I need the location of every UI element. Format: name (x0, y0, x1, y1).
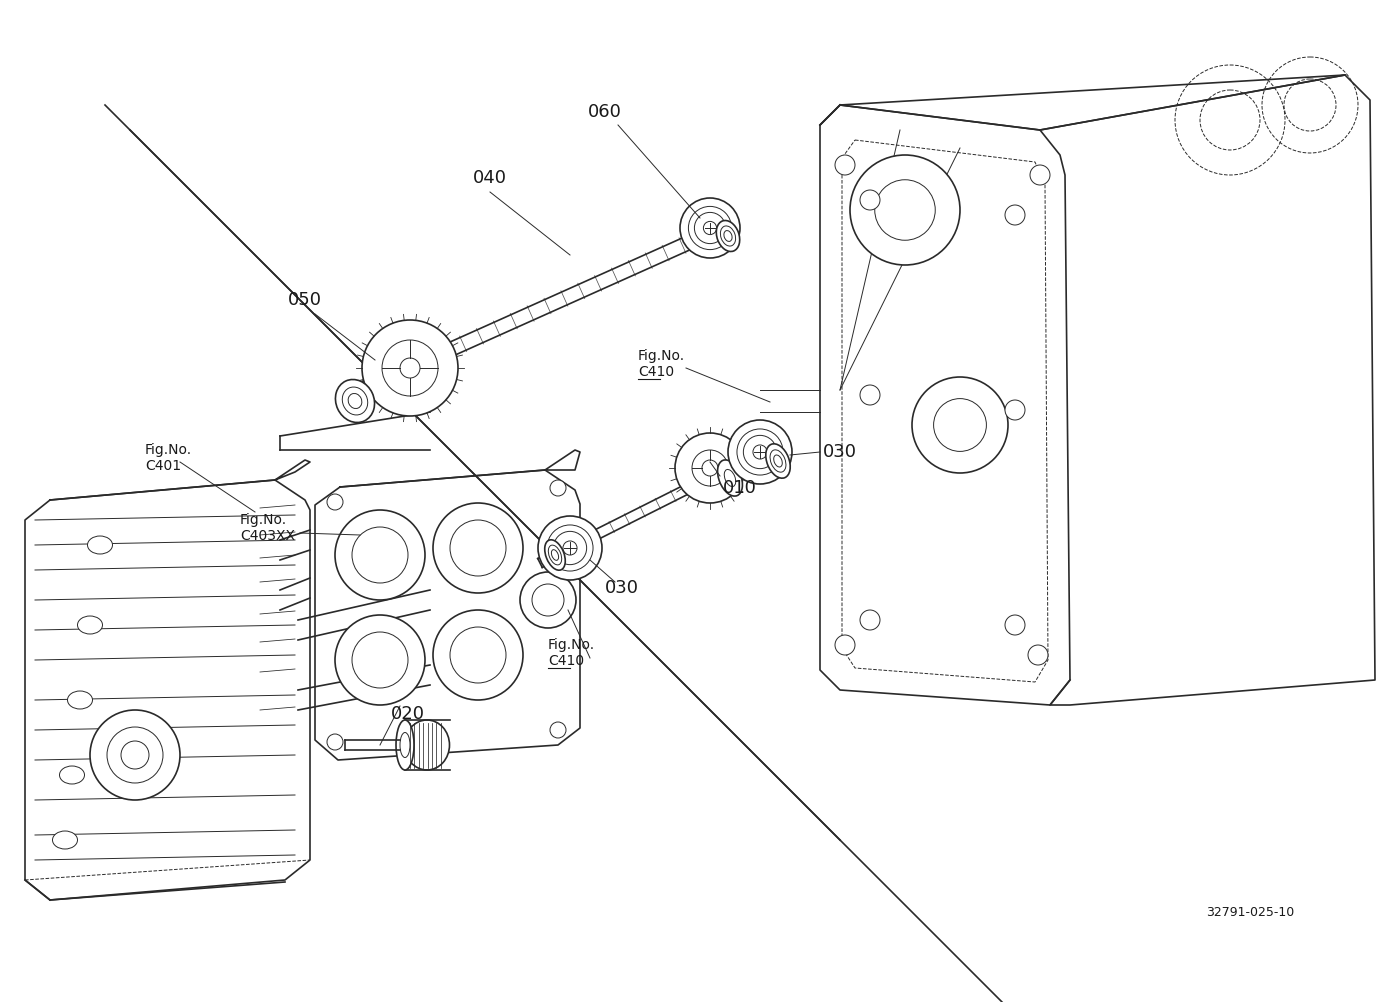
Ellipse shape (52, 831, 77, 849)
Text: 060: 060 (588, 103, 622, 121)
Ellipse shape (342, 387, 367, 415)
Text: 010: 010 (723, 479, 758, 497)
Ellipse shape (774, 455, 782, 467)
Circle shape (704, 221, 716, 234)
Circle shape (689, 206, 731, 249)
Text: 030: 030 (822, 443, 857, 461)
Ellipse shape (77, 616, 102, 634)
Text: 030: 030 (604, 579, 639, 597)
Circle shape (382, 340, 437, 396)
Circle shape (835, 155, 856, 175)
Ellipse shape (68, 691, 92, 709)
Ellipse shape (335, 380, 374, 423)
Circle shape (400, 358, 420, 378)
Circle shape (553, 531, 586, 565)
Ellipse shape (724, 470, 736, 487)
Text: C401: C401 (145, 459, 181, 473)
Circle shape (538, 516, 602, 580)
Circle shape (934, 399, 987, 451)
Text: Fig.No.: Fig.No. (638, 349, 684, 363)
Text: Fig.No.: Fig.No. (548, 638, 595, 652)
Circle shape (875, 179, 936, 240)
Circle shape (551, 722, 566, 738)
Circle shape (694, 212, 726, 243)
Circle shape (362, 320, 458, 416)
Ellipse shape (766, 444, 791, 478)
Circle shape (520, 572, 575, 628)
Circle shape (335, 510, 425, 600)
Text: 050: 050 (288, 291, 322, 309)
Ellipse shape (87, 536, 113, 554)
Circle shape (744, 435, 777, 469)
Circle shape (850, 155, 960, 265)
Text: Fig.No.: Fig.No. (240, 513, 287, 527)
Circle shape (450, 520, 506, 576)
Circle shape (691, 450, 729, 486)
Ellipse shape (724, 230, 733, 241)
Circle shape (737, 429, 782, 475)
Ellipse shape (400, 732, 410, 758)
Text: C403XX: C403XX (240, 529, 295, 543)
Circle shape (352, 527, 408, 583)
Ellipse shape (396, 720, 414, 770)
Circle shape (729, 420, 792, 484)
Circle shape (860, 190, 880, 210)
Circle shape (335, 615, 425, 705)
Circle shape (546, 525, 593, 571)
Circle shape (680, 198, 740, 258)
Text: C410: C410 (548, 654, 584, 668)
Ellipse shape (348, 394, 362, 409)
Ellipse shape (545, 540, 566, 570)
Circle shape (1005, 205, 1025, 225)
Circle shape (433, 503, 523, 593)
Text: 040: 040 (473, 169, 506, 187)
Circle shape (121, 741, 149, 769)
Ellipse shape (720, 225, 736, 246)
Ellipse shape (548, 545, 562, 565)
Text: 020: 020 (391, 705, 425, 723)
Circle shape (327, 734, 344, 750)
Text: C410: C410 (638, 365, 673, 379)
Circle shape (433, 610, 523, 700)
Circle shape (352, 632, 408, 688)
Circle shape (108, 727, 163, 783)
Ellipse shape (404, 720, 450, 770)
Circle shape (1029, 165, 1050, 185)
Ellipse shape (552, 550, 559, 560)
Circle shape (563, 541, 577, 555)
Circle shape (912, 377, 1007, 473)
Circle shape (835, 635, 856, 655)
Circle shape (551, 480, 566, 496)
Text: 32791-025-10: 32791-025-10 (1206, 906, 1294, 919)
Circle shape (533, 584, 564, 616)
Ellipse shape (770, 450, 787, 472)
Circle shape (90, 710, 179, 800)
Circle shape (327, 494, 344, 510)
Circle shape (675, 433, 745, 503)
Circle shape (450, 627, 506, 683)
Ellipse shape (718, 460, 742, 496)
Circle shape (1028, 645, 1047, 665)
Circle shape (860, 385, 880, 405)
Circle shape (860, 610, 880, 630)
Text: Fig.No.: Fig.No. (145, 443, 192, 457)
Ellipse shape (59, 766, 84, 784)
Ellipse shape (716, 220, 740, 252)
Circle shape (1005, 615, 1025, 635)
Circle shape (753, 445, 767, 459)
Circle shape (702, 460, 718, 476)
Circle shape (1005, 400, 1025, 420)
